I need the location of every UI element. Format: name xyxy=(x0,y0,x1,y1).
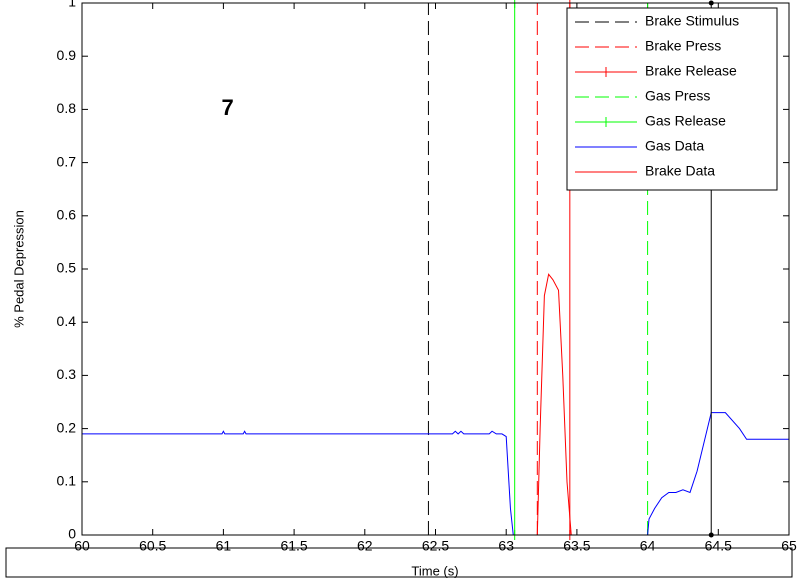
legend-label: Gas Press xyxy=(645,88,710,104)
x-tick-label: 61.5 xyxy=(280,538,307,554)
y-tick-label: 1 xyxy=(68,0,76,10)
y-tick-label: 0.9 xyxy=(57,47,77,63)
y-tick-label: 0.8 xyxy=(57,100,77,116)
y-tick-label: 0.7 xyxy=(57,153,77,169)
x-tick-label: 63 xyxy=(498,538,514,554)
y-tick-label: 0.1 xyxy=(57,473,77,489)
x-tick-label: 62 xyxy=(357,538,373,554)
legend: Brake Stimulus Brake Press Brake Release Ga… xyxy=(566,7,778,191)
series-line xyxy=(82,412,789,536)
annotation: 7 xyxy=(222,95,234,120)
y-tick-label: 0.2 xyxy=(57,419,77,435)
series-line xyxy=(82,273,789,536)
x-tick-label: 64 xyxy=(640,538,656,554)
x-tick-label: 61 xyxy=(216,538,232,554)
legend-label: Brake Data xyxy=(645,163,715,179)
legend-label: Brake Release xyxy=(645,63,737,79)
y-tick-label: 0.5 xyxy=(57,260,77,276)
legend-box xyxy=(566,7,778,191)
x-tick-label: 65 xyxy=(781,538,797,554)
y-tick-label: 0 xyxy=(68,526,76,542)
x-axis-label: Time (s) xyxy=(411,563,458,578)
y-axis-label: % Pedal Depression xyxy=(11,210,26,328)
frame xyxy=(5,547,793,578)
y-tick-label: 0.6 xyxy=(57,207,77,223)
x-tick-label: 60.5 xyxy=(139,538,166,554)
x-tick-label: 62.5 xyxy=(422,538,449,554)
x-tick-label: 63.5 xyxy=(563,538,590,554)
marker xyxy=(601,117,611,127)
y-tick-label: 0.3 xyxy=(57,366,77,382)
legend-label: Gas Release xyxy=(645,113,726,129)
marker xyxy=(601,67,611,77)
axes-box xyxy=(81,2,790,536)
legend-label: Brake Press xyxy=(645,38,721,54)
x-tick-label: 64.5 xyxy=(705,538,732,554)
y-tick-label: 0.4 xyxy=(57,313,77,329)
legend-label: Brake Stimulus xyxy=(645,13,739,29)
legend-label: Gas Data xyxy=(645,138,704,154)
x-tick-label: 60 xyxy=(74,538,90,554)
